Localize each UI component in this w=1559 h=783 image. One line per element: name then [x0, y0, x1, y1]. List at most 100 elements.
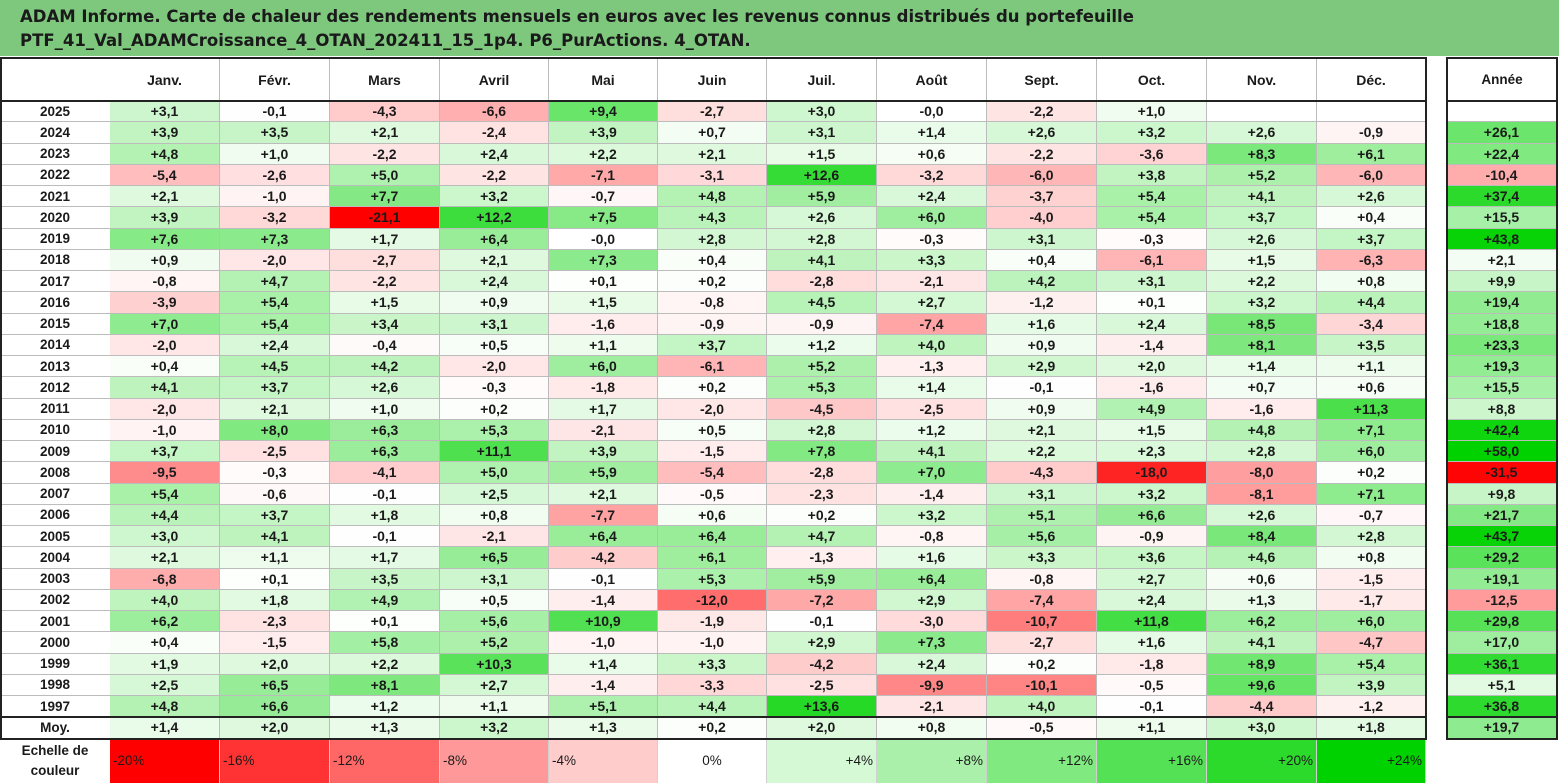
year-label: 2014 [0, 334, 110, 356]
month-header: Mars [330, 58, 440, 101]
heatmap-cell: +0,1 [330, 611, 440, 633]
average-cell: +1,3 [330, 717, 440, 739]
heatmap-cell: +4,4 [658, 696, 767, 718]
heatmap-cell: +4,1 [220, 526, 330, 548]
annual-cell: +43,7 [1446, 526, 1558, 548]
heatmap-cell: -3,0 [877, 611, 987, 633]
heatmap-cell: +0,5 [440, 589, 549, 611]
heatmap-cell: -0,1 [549, 568, 658, 590]
heatmap-cell: +3,9 [1317, 674, 1426, 696]
average-cell: +0,8 [877, 717, 987, 739]
heatmap-cell: +0,1 [1097, 292, 1207, 314]
heatmap-cell: -1,6 [549, 313, 658, 335]
heatmap-cell: +7,7 [330, 186, 440, 208]
heatmap-cell: +1,1 [1317, 356, 1426, 378]
heatmap-cell: +4,1 [1207, 632, 1317, 654]
scale-swatch: 0% [658, 738, 767, 783]
heatmap-cell: +3,7 [220, 377, 330, 399]
heatmap-cell: +1,5 [549, 292, 658, 314]
year-label: 2003 [0, 568, 110, 590]
scale-swatch: +8% [877, 738, 987, 783]
heatmap-cell: +0,9 [987, 398, 1097, 420]
annual-cell: +43,8 [1446, 228, 1558, 250]
heatmap-cell: +3,1 [987, 483, 1097, 505]
annual-cell: +15,5 [1446, 207, 1558, 229]
month-header: Oct. [1097, 58, 1207, 101]
heatmap-cell: -0,3 [1097, 228, 1207, 250]
heatmap-cell: +3,4 [330, 313, 440, 335]
heatmap-cell: +6,5 [440, 547, 549, 569]
heatmap-cell: +2,1 [110, 186, 220, 208]
scale-swatch: +4% [767, 738, 877, 783]
annual-cell: +21,7 [1446, 504, 1558, 526]
scale-swatch: +24% [1317, 738, 1426, 783]
heatmap-cell: +5,1 [987, 504, 1097, 526]
heatmap-cell: +2,6 [1207, 228, 1317, 250]
average-cell: -0,5 [987, 717, 1097, 739]
annual-cell: -10,4 [1446, 164, 1558, 186]
heatmap-cell: +0,4 [987, 249, 1097, 271]
heatmap-cell: -0,8 [987, 568, 1097, 590]
heatmap-cell: +3,0 [110, 526, 220, 548]
heatmap-cell: +4,8 [110, 143, 220, 165]
month-header: Févr. [220, 58, 330, 101]
heatmap-cell: +6,6 [1097, 504, 1207, 526]
year-label: 1997 [0, 696, 110, 718]
heatmap-cell: +4,1 [1207, 186, 1317, 208]
heatmap-cell: +6,0 [877, 207, 987, 229]
annual-cell: +18,8 [1446, 313, 1558, 335]
heatmap-cell: +1,6 [877, 547, 987, 569]
heatmap-cell: +4,4 [1317, 292, 1426, 314]
heatmap-cell: +3,2 [1097, 483, 1207, 505]
heatmap-cell: +6,6 [220, 696, 330, 718]
annual-cell: +42,4 [1446, 419, 1558, 441]
heatmap-cell: +5,3 [658, 568, 767, 590]
heatmap-cell: +2,2 [549, 143, 658, 165]
annual-cell: -31,5 [1446, 462, 1558, 484]
year-label: 2019 [0, 228, 110, 250]
heatmap-cell: +8,5 [1207, 313, 1317, 335]
heatmap-cell: -2,3 [767, 483, 877, 505]
heatmap-cell: +8,0 [220, 419, 330, 441]
heatmap-cell: +7,0 [877, 462, 987, 484]
heatmap-cell: +8,1 [1207, 334, 1317, 356]
heatmap-cell: +4,1 [767, 249, 877, 271]
heatmap-cell: +2,6 [1317, 186, 1426, 208]
annual-cell: +19,1 [1446, 568, 1558, 590]
report-header: ADAM Informe. Carte de chaleur des rende… [0, 0, 1559, 56]
heatmap-cell: +7,1 [1317, 483, 1426, 505]
heatmap-cell: +4,1 [877, 441, 987, 463]
heatmap-cell: +4,6 [1207, 547, 1317, 569]
heatmap-cell: -2,7 [658, 101, 767, 123]
year-label: 2001 [0, 611, 110, 633]
heatmap-cell: +12,2 [440, 207, 549, 229]
heatmap-cell: -4,7 [1317, 632, 1426, 654]
heatmap-cell: -0,9 [658, 313, 767, 335]
heatmap-cell: +7,3 [549, 249, 658, 271]
heatmap-cell: +4,7 [220, 271, 330, 293]
heatmap-cell: -2,5 [767, 674, 877, 696]
heatmap-cell: +2,0 [220, 653, 330, 675]
heatmap-cell: +2,3 [1097, 441, 1207, 463]
heatmap-cell: +6,4 [440, 228, 549, 250]
heatmap-cell: +4,9 [330, 589, 440, 611]
heatmap-cell: +5,4 [1097, 186, 1207, 208]
report-subtitle: PTF_41_Val_ADAMCroissance_4_OTAN_202411_… [20, 31, 751, 50]
report-title: ADAM Informe. Carte de chaleur des rende… [20, 7, 1134, 26]
heatmap-cell: +1,5 [767, 143, 877, 165]
heatmap-cell: +2,4 [877, 653, 987, 675]
heatmap-cell: +2,8 [767, 228, 877, 250]
heatmap-cell: +5,6 [440, 611, 549, 633]
heatmap-cell: +5,1 [549, 696, 658, 718]
heatmap-cell: +3,3 [658, 653, 767, 675]
heatmap-cell [1317, 101, 1426, 123]
heatmap-cell: -2,7 [330, 249, 440, 271]
heatmap-cell: +0,5 [440, 334, 549, 356]
heatmap-cell: -2,1 [877, 271, 987, 293]
heatmap-cell: -0,1 [330, 483, 440, 505]
heatmap-cell: +7,8 [767, 441, 877, 463]
heatmap-cell: +1,0 [330, 398, 440, 420]
heatmap-cell: -2,4 [440, 122, 549, 144]
heatmap-cell: -0,4 [330, 334, 440, 356]
